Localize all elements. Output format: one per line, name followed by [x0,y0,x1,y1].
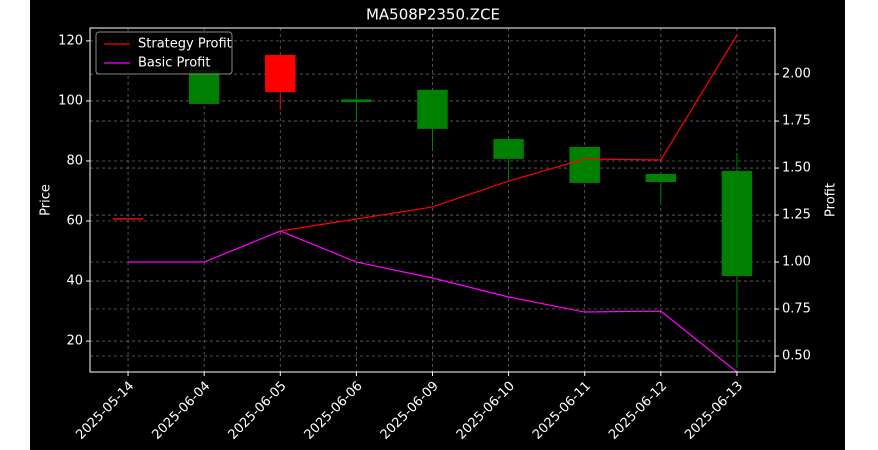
candle-body [265,55,296,92]
y2-tick-label: 1.50 [782,161,811,176]
candle-body [188,70,220,104]
profit-line [128,230,738,373]
y2-tick-label: 2.00 [782,67,811,82]
y-tick-label: 120 [58,33,83,48]
y2-tick-label: 0.50 [782,349,811,364]
y-axis-label: Price [39,184,54,216]
y-tick-label: 80 [66,153,83,168]
y2-tick-label: 1.00 [782,255,811,270]
candle-body [569,146,600,183]
candle-body [645,173,677,182]
legend: Strategy Profit Basic Profit [95,31,233,75]
y2-tick-label: 1.75 [782,114,811,129]
y-tick-label: 60 [66,214,83,229]
figure-background [30,0,845,450]
y2-axis-label: Profit [824,183,839,217]
y2-tick-label: 0.75 [782,302,811,317]
y-tick-label: 100 [58,93,83,108]
legend-label: Basic Profit [138,56,210,71]
plot-frame [89,27,776,373]
candle-body [341,99,372,103]
legend-label: Strategy Profit [138,37,232,52]
y-tick-label: 40 [66,274,83,289]
candle-body [721,170,753,276]
chart-title: MA508P2350.ZCE [366,6,500,24]
profit-line [280,34,738,232]
candle-body [417,89,448,129]
candle-body [493,139,524,159]
y-tick-label: 20 [66,334,83,349]
y2-tick-label: 1.25 [782,208,811,223]
